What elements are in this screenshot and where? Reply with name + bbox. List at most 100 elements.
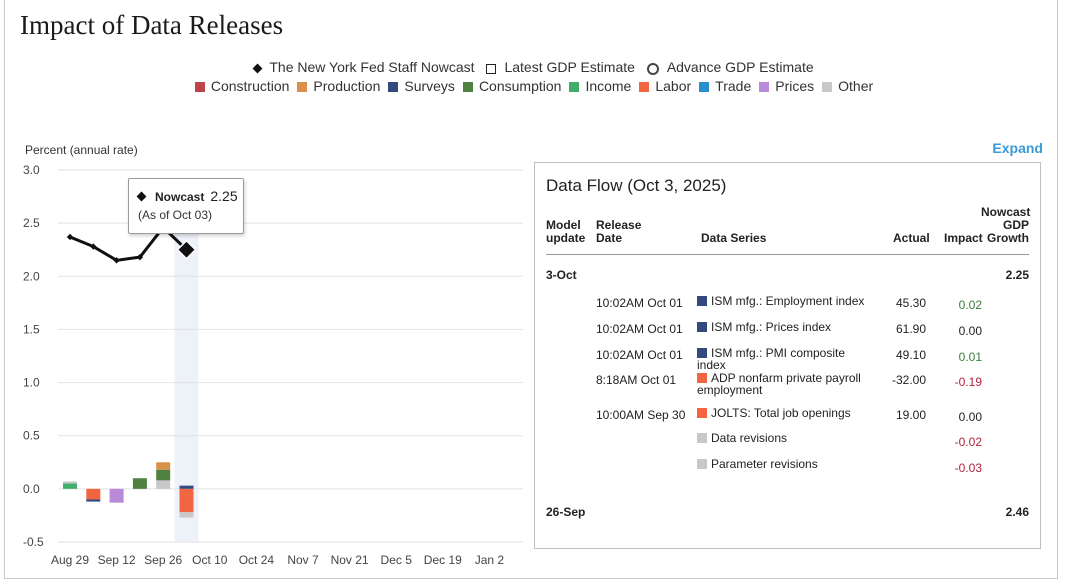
legend-item-production[interactable]: Production xyxy=(297,78,380,94)
header-model-update: Model update xyxy=(546,218,586,245)
group-date: 26-Sep xyxy=(546,505,586,519)
diamond-icon xyxy=(136,191,147,202)
expand-link[interactable]: Expand xyxy=(992,140,1043,156)
x-tick-label: Nov 7 xyxy=(287,553,319,567)
nowcast-point xyxy=(136,253,144,261)
legend-swatch xyxy=(759,82,770,93)
legend-swatch xyxy=(194,82,205,93)
release-date: 10:00AM Sep 30 xyxy=(596,408,686,422)
data-series-label: ADP nonfarm private payroll employment xyxy=(697,371,861,397)
legend-swatch xyxy=(462,82,473,93)
bar-segment-surveys xyxy=(86,499,101,502)
square-outline-icon xyxy=(486,63,497,74)
legend-item-nowcast[interactable]: The New York Fed Staff Nowcast xyxy=(252,59,475,76)
group-date: 3-Oct xyxy=(546,268,577,282)
data-series-label: Data revisions xyxy=(711,431,788,445)
series-category-swatch xyxy=(697,408,707,418)
data-series-label: JOLTS: Total job openings xyxy=(711,406,851,420)
legend-label: Income xyxy=(585,78,632,95)
data-series: ISM mfg.: Employment index xyxy=(697,295,877,307)
header-impact: Impact xyxy=(944,231,983,245)
data-series-label: Parameter revisions xyxy=(711,457,818,471)
bar-segment-labor xyxy=(179,488,194,513)
release-date: 10:02AM Oct 01 xyxy=(596,322,683,336)
widget-frame xyxy=(4,0,1058,579)
header-actual: Actual xyxy=(893,231,930,245)
data-series: ADP nonfarm private payroll employment xyxy=(697,372,877,396)
nowcast-point xyxy=(66,233,74,241)
release-date: 10:02AM Oct 01 xyxy=(596,296,683,310)
y-tick-label: 3.0 xyxy=(23,163,40,177)
legend-item-trade[interactable]: Trade xyxy=(699,78,751,94)
x-tick-label: Oct 24 xyxy=(239,553,275,567)
impact-value: 0.00 xyxy=(958,324,982,338)
legend-swatch xyxy=(569,82,580,93)
legend-label: Consumption xyxy=(478,78,562,95)
bar-segment-prices xyxy=(109,488,124,503)
bar-segment-labor xyxy=(86,488,101,500)
bar-segment-consumption xyxy=(132,478,147,489)
diamond-icon xyxy=(252,63,263,74)
legend-label: The New York Fed Staff Nowcast xyxy=(269,59,475,76)
impact-value: 0.01 xyxy=(958,350,982,364)
data-flow-panel: Data Flow (Oct 3, 2025) Model update Rel… xyxy=(534,162,1041,549)
data-flow-title: Data Flow (Oct 3, 2025) xyxy=(546,176,727,195)
legend-label: Construction xyxy=(210,78,290,95)
legend-label: Other xyxy=(838,78,874,95)
impact-chart: Percent (annual rate) 3.0 2.5 2.0 1.5 1.0 0.5 0… xyxy=(23,143,523,567)
group-growth: 2.25 xyxy=(1005,268,1029,282)
legend-item-prices[interactable]: Prices xyxy=(759,78,814,94)
legend-swatch xyxy=(297,82,308,93)
series-category-swatch xyxy=(697,433,707,443)
legend-label: Production xyxy=(313,78,381,95)
legend-markers: The New York Fed Staff Nowcast Latest GD… xyxy=(0,58,1068,75)
legend-item-income[interactable]: Income xyxy=(569,78,631,94)
actual-value: 49.10 xyxy=(895,348,926,362)
nowcast-point xyxy=(113,257,120,264)
x-tick-label: Jan 2 xyxy=(475,553,505,567)
bar-segment-other xyxy=(63,481,77,484)
y-tick-label: 1.5 xyxy=(23,322,40,336)
legend-item-consumption[interactable]: Consumption xyxy=(462,78,562,95)
legend-swatch xyxy=(822,82,833,93)
series-category-swatch xyxy=(697,348,707,358)
legend-swatch xyxy=(388,82,399,93)
series-category-swatch xyxy=(697,296,707,306)
bar-segment-other xyxy=(179,512,194,518)
data-series-label: ISM mfg.: PMI composite index xyxy=(697,346,846,372)
x-tick-label: Sep 12 xyxy=(98,553,136,567)
legend-swatch xyxy=(699,82,710,93)
legend-item-labor[interactable]: Labor xyxy=(639,78,691,94)
legend-label: Labor xyxy=(655,78,692,95)
legend-item-advance-gdp[interactable]: Advance GDP Estimate xyxy=(646,59,814,75)
bar-segment-other xyxy=(156,480,171,489)
y-tick-label: 2.0 xyxy=(23,269,40,283)
tooltip-value: 2.25 xyxy=(210,188,238,204)
circle-outline-icon xyxy=(646,62,659,75)
legend-label: Latest GDP Estimate xyxy=(504,59,635,76)
header-data-series: Data Series xyxy=(701,231,767,245)
page-title: Impact of Data Releases xyxy=(20,10,284,40)
series-category-swatch xyxy=(697,459,707,469)
impact-value: -0.03 xyxy=(954,461,982,475)
impact-value: -0.19 xyxy=(954,375,982,389)
x-tick-label: Dec 5 xyxy=(381,553,413,567)
data-series: ISM mfg.: PMI composite index xyxy=(697,347,877,371)
x-tick-label: Dec 19 xyxy=(424,553,462,567)
legend-item-construction[interactable]: Construction xyxy=(194,78,290,95)
y-tick-label: 0.0 xyxy=(23,482,40,496)
bar-segment-income xyxy=(63,483,77,489)
release-date: 8:18AM Oct 01 xyxy=(596,373,677,387)
x-tick-label: Oct 10 xyxy=(192,553,228,567)
nowcast-point xyxy=(90,243,97,250)
data-series: JOLTS: Total job openings xyxy=(697,407,877,419)
nowcast-tooltip: Nowcast 2.25 (As of Oct 03) xyxy=(128,178,244,234)
legend-item-surveys[interactable]: Surveys xyxy=(388,78,455,94)
group-growth: 2.46 xyxy=(1005,505,1029,519)
series-category-swatch xyxy=(697,373,707,383)
y-tick-label: -0.5 xyxy=(23,535,44,549)
legend-item-latest-gdp[interactable]: Latest GDP Estimate xyxy=(486,59,635,76)
legend-item-other[interactable]: Other xyxy=(822,78,873,94)
data-series: ISM mfg.: Prices index xyxy=(697,321,877,333)
y-tick-label: 0.5 xyxy=(23,429,40,443)
